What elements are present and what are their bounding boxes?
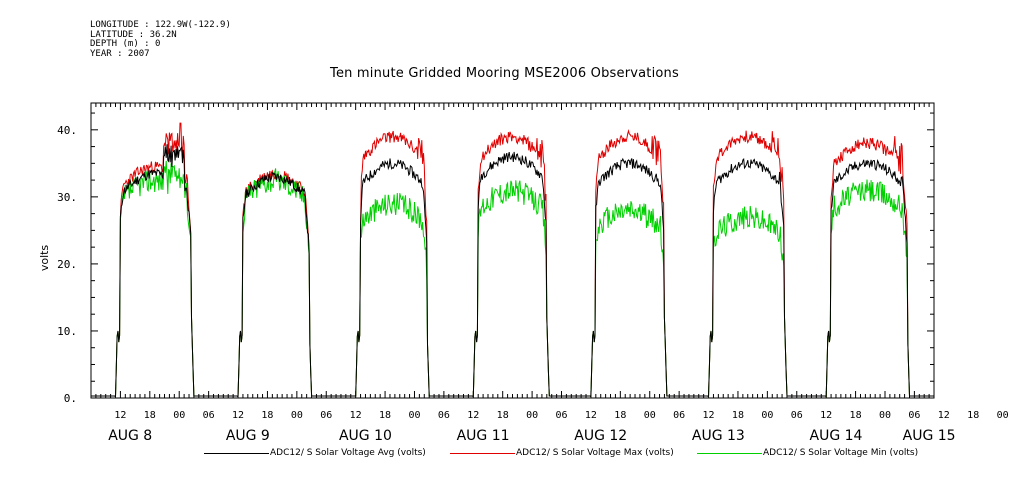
y-tick-label: 40. xyxy=(57,124,77,137)
x-tick-label: 12 xyxy=(585,410,597,421)
x-tick-label: 18 xyxy=(144,410,156,421)
x-tick-label: 06 xyxy=(791,410,803,421)
x-tick-label: 18 xyxy=(850,410,862,421)
x-tick-label: 12 xyxy=(232,410,244,421)
day-label: AUG 14 xyxy=(810,428,863,444)
x-tick-label: 06 xyxy=(438,410,450,421)
plot-frame xyxy=(90,102,935,399)
y-tick-label: 0. xyxy=(64,392,77,405)
y-tick-label: 10. xyxy=(57,325,77,338)
x-tick-label: 18 xyxy=(261,410,273,421)
longitude-text: LONGITUDE : 122.9W(-122.9) xyxy=(90,20,231,30)
x-tick-label: 12 xyxy=(350,410,362,421)
x-tick-label: 18 xyxy=(497,410,509,421)
x-tick-label: 12 xyxy=(467,410,479,421)
depth-text: DEPTH (m) : 0 xyxy=(90,39,161,50)
latitude-text: LATITUDE : 36.2N xyxy=(90,29,177,40)
day-label: AUG 13 xyxy=(692,428,745,444)
y-tick-label: 30. xyxy=(57,191,77,204)
x-tick-label: 06 xyxy=(908,410,920,421)
x-tick-label: 12 xyxy=(114,410,126,421)
x-tick-label: 06 xyxy=(555,410,567,421)
day-label: AUG 10 xyxy=(339,428,392,444)
x-tick-label: 06 xyxy=(203,410,215,421)
series-line-min xyxy=(91,160,934,398)
series-line-avg xyxy=(91,144,934,398)
x-tick-label: 00 xyxy=(644,410,656,421)
chart-title: Ten minute Gridded Mooring MSE2006 Obser… xyxy=(330,66,679,81)
x-tick-label: 12 xyxy=(938,410,950,421)
x-tick-label: 00 xyxy=(526,410,538,421)
day-label: AUG 11 xyxy=(457,428,510,444)
x-tick-label: 18 xyxy=(967,410,979,421)
year-text: YEAR : 2007 xyxy=(90,48,150,59)
x-tick-label: 18 xyxy=(732,410,744,421)
day-label: AUG 15 xyxy=(903,428,956,444)
station-metadata: LONGITUDE : 122.9W(-122.9) LATITUDE : 36… xyxy=(90,20,231,59)
x-tick-label: 06 xyxy=(673,410,685,421)
y-tick-label: 20. xyxy=(57,258,77,271)
x-tick-label: 00 xyxy=(291,410,303,421)
x-tick-label: 00 xyxy=(879,410,891,421)
x-tick-label: 00 xyxy=(408,410,420,421)
day-label: AUG 12 xyxy=(574,428,627,444)
series-line-max xyxy=(91,122,934,398)
day-label: AUG 8 xyxy=(108,428,152,444)
y-axis-label: volts xyxy=(38,245,51,272)
x-tick-label: 06 xyxy=(320,410,332,421)
x-tick-label: 18 xyxy=(379,410,391,421)
x-tick-label: 12 xyxy=(820,410,832,421)
x-tick-label: 00 xyxy=(761,410,773,421)
x-tick-label: 18 xyxy=(614,410,626,421)
x-tick-label: 00 xyxy=(173,410,185,421)
x-tick-label: 12 xyxy=(703,410,715,421)
x-tick-label: 00 xyxy=(997,410,1009,421)
day-label: AUG 9 xyxy=(226,428,270,444)
